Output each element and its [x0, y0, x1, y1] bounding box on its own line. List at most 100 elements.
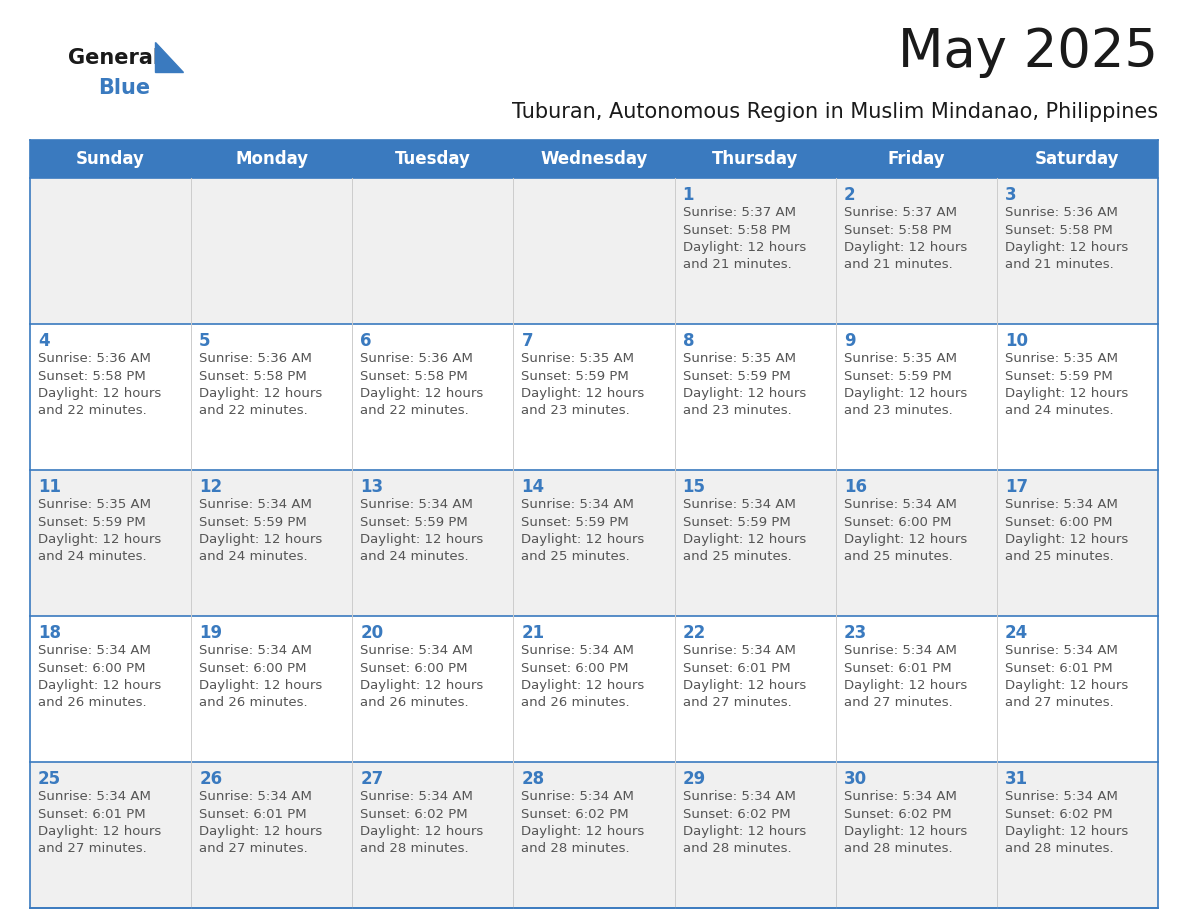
Text: 30: 30 [843, 770, 867, 788]
Text: Sunrise: 5:34 AM
Sunset: 6:01 PM
Daylight: 12 hours
and 27 minutes.: Sunrise: 5:34 AM Sunset: 6:01 PM Dayligh… [1005, 644, 1129, 710]
Text: Sunrise: 5:34 AM
Sunset: 6:02 PM
Daylight: 12 hours
and 28 minutes.: Sunrise: 5:34 AM Sunset: 6:02 PM Dayligh… [843, 790, 967, 856]
Text: 19: 19 [200, 624, 222, 642]
Bar [997, 324, 1158, 470]
Bar [191, 178, 353, 324]
Bar [997, 140, 1158, 178]
Text: 25: 25 [38, 770, 61, 788]
Text: Sunrise: 5:34 AM
Sunset: 6:00 PM
Daylight: 12 hours
and 26 minutes.: Sunrise: 5:34 AM Sunset: 6:00 PM Dayligh… [200, 644, 322, 710]
Text: Sunrise: 5:34 AM
Sunset: 5:59 PM
Daylight: 12 hours
and 24 minutes.: Sunrise: 5:34 AM Sunset: 5:59 PM Dayligh… [360, 498, 484, 564]
Text: Wednesday: Wednesday [541, 150, 647, 168]
Text: Sunrise: 5:34 AM
Sunset: 6:02 PM
Daylight: 12 hours
and 28 minutes.: Sunrise: 5:34 AM Sunset: 6:02 PM Dayligh… [360, 790, 484, 856]
Text: Blue: Blue [97, 78, 150, 98]
Text: Monday: Monday [235, 150, 308, 168]
Text: 6: 6 [360, 332, 372, 350]
Bar [835, 324, 997, 470]
Bar [513, 470, 675, 616]
Text: 17: 17 [1005, 478, 1028, 496]
Bar [835, 762, 997, 908]
Text: Sunrise: 5:36 AM
Sunset: 5:58 PM
Daylight: 12 hours
and 22 minutes.: Sunrise: 5:36 AM Sunset: 5:58 PM Dayligh… [38, 352, 162, 418]
Text: 10: 10 [1005, 332, 1028, 350]
Bar [191, 470, 353, 616]
Text: Sunrise: 5:35 AM
Sunset: 5:59 PM
Daylight: 12 hours
and 24 minutes.: Sunrise: 5:35 AM Sunset: 5:59 PM Dayligh… [1005, 352, 1129, 418]
Bar [513, 178, 675, 324]
Bar [353, 616, 513, 762]
Bar [675, 324, 835, 470]
Bar [835, 178, 997, 324]
Bar [997, 762, 1158, 908]
Text: May 2025: May 2025 [898, 26, 1158, 78]
Bar [675, 470, 835, 616]
Text: Sunrise: 5:35 AM
Sunset: 5:59 PM
Daylight: 12 hours
and 23 minutes.: Sunrise: 5:35 AM Sunset: 5:59 PM Dayligh… [522, 352, 645, 418]
Bar [30, 616, 191, 762]
Text: Sunrise: 5:34 AM
Sunset: 5:59 PM
Daylight: 12 hours
and 24 minutes.: Sunrise: 5:34 AM Sunset: 5:59 PM Dayligh… [200, 498, 322, 564]
Bar [191, 616, 353, 762]
Polygon shape [154, 42, 183, 72]
Text: 23: 23 [843, 624, 867, 642]
Text: Sunrise: 5:34 AM
Sunset: 5:59 PM
Daylight: 12 hours
and 25 minutes.: Sunrise: 5:34 AM Sunset: 5:59 PM Dayligh… [683, 498, 805, 564]
Text: 8: 8 [683, 332, 694, 350]
Text: 13: 13 [360, 478, 384, 496]
Bar [997, 470, 1158, 616]
Bar [513, 324, 675, 470]
Bar [353, 140, 513, 178]
Text: 21: 21 [522, 624, 544, 642]
Bar [30, 178, 191, 324]
Text: 9: 9 [843, 332, 855, 350]
Bar [353, 178, 513, 324]
Text: 3: 3 [1005, 186, 1017, 204]
Text: 24: 24 [1005, 624, 1028, 642]
Text: 18: 18 [38, 624, 61, 642]
Text: Tuburan, Autonomous Region in Muslim Mindanao, Philippines: Tuburan, Autonomous Region in Muslim Min… [512, 102, 1158, 122]
Bar [835, 616, 997, 762]
Bar [835, 470, 997, 616]
Text: Sunrise: 5:35 AM
Sunset: 5:59 PM
Daylight: 12 hours
and 23 minutes.: Sunrise: 5:35 AM Sunset: 5:59 PM Dayligh… [683, 352, 805, 418]
Text: Sunrise: 5:36 AM
Sunset: 5:58 PM
Daylight: 12 hours
and 22 minutes.: Sunrise: 5:36 AM Sunset: 5:58 PM Dayligh… [200, 352, 322, 418]
Text: Sunrise: 5:35 AM
Sunset: 5:59 PM
Daylight: 12 hours
and 24 minutes.: Sunrise: 5:35 AM Sunset: 5:59 PM Dayligh… [38, 498, 162, 564]
Bar [353, 762, 513, 908]
Text: 4: 4 [38, 332, 50, 350]
Bar [835, 140, 997, 178]
Text: Sunrise: 5:37 AM
Sunset: 5:58 PM
Daylight: 12 hours
and 21 minutes.: Sunrise: 5:37 AM Sunset: 5:58 PM Dayligh… [683, 206, 805, 272]
Bar [675, 140, 835, 178]
Text: Sunrise: 5:34 AM
Sunset: 6:02 PM
Daylight: 12 hours
and 28 minutes.: Sunrise: 5:34 AM Sunset: 6:02 PM Dayligh… [683, 790, 805, 856]
Text: Sunrise: 5:34 AM
Sunset: 6:01 PM
Daylight: 12 hours
and 27 minutes.: Sunrise: 5:34 AM Sunset: 6:01 PM Dayligh… [38, 790, 162, 856]
Text: Thursday: Thursday [712, 150, 798, 168]
Text: 16: 16 [843, 478, 867, 496]
Bar [675, 616, 835, 762]
Bar [30, 762, 191, 908]
Text: 28: 28 [522, 770, 544, 788]
Bar [997, 616, 1158, 762]
Text: 22: 22 [683, 624, 706, 642]
Text: General: General [68, 48, 160, 68]
Text: 27: 27 [360, 770, 384, 788]
Bar [997, 178, 1158, 324]
Text: 26: 26 [200, 770, 222, 788]
Text: Sunrise: 5:34 AM
Sunset: 6:00 PM
Daylight: 12 hours
and 25 minutes.: Sunrise: 5:34 AM Sunset: 6:00 PM Dayligh… [843, 498, 967, 564]
Text: Tuesday: Tuesday [394, 150, 470, 168]
Text: Sunrise: 5:35 AM
Sunset: 5:59 PM
Daylight: 12 hours
and 23 minutes.: Sunrise: 5:35 AM Sunset: 5:59 PM Dayligh… [843, 352, 967, 418]
Text: 20: 20 [360, 624, 384, 642]
Text: Sunrise: 5:34 AM
Sunset: 6:00 PM
Daylight: 12 hours
and 26 minutes.: Sunrise: 5:34 AM Sunset: 6:00 PM Dayligh… [522, 644, 645, 710]
Text: Sunrise: 5:34 AM
Sunset: 6:00 PM
Daylight: 12 hours
and 25 minutes.: Sunrise: 5:34 AM Sunset: 6:00 PM Dayligh… [1005, 498, 1129, 564]
Text: Sunrise: 5:34 AM
Sunset: 6:01 PM
Daylight: 12 hours
and 27 minutes.: Sunrise: 5:34 AM Sunset: 6:01 PM Dayligh… [843, 644, 967, 710]
Bar [30, 324, 191, 470]
Text: 14: 14 [522, 478, 544, 496]
Bar [30, 140, 191, 178]
Text: 1: 1 [683, 186, 694, 204]
Text: 15: 15 [683, 478, 706, 496]
Text: Sunrise: 5:34 AM
Sunset: 6:01 PM
Daylight: 12 hours
and 27 minutes.: Sunrise: 5:34 AM Sunset: 6:01 PM Dayligh… [200, 790, 322, 856]
Bar [513, 762, 675, 908]
Text: 12: 12 [200, 478, 222, 496]
Text: Sunday: Sunday [76, 150, 145, 168]
Text: Saturday: Saturday [1035, 150, 1119, 168]
Bar [513, 140, 675, 178]
Text: Sunrise: 5:34 AM
Sunset: 6:00 PM
Daylight: 12 hours
and 26 minutes.: Sunrise: 5:34 AM Sunset: 6:00 PM Dayligh… [360, 644, 484, 710]
Text: Sunrise: 5:37 AM
Sunset: 5:58 PM
Daylight: 12 hours
and 21 minutes.: Sunrise: 5:37 AM Sunset: 5:58 PM Dayligh… [843, 206, 967, 272]
Bar [675, 762, 835, 908]
Text: 29: 29 [683, 770, 706, 788]
Text: 5: 5 [200, 332, 210, 350]
Text: 2: 2 [843, 186, 855, 204]
Text: Sunrise: 5:34 AM
Sunset: 5:59 PM
Daylight: 12 hours
and 25 minutes.: Sunrise: 5:34 AM Sunset: 5:59 PM Dayligh… [522, 498, 645, 564]
Text: 7: 7 [522, 332, 533, 350]
Text: Sunrise: 5:34 AM
Sunset: 6:00 PM
Daylight: 12 hours
and 26 minutes.: Sunrise: 5:34 AM Sunset: 6:00 PM Dayligh… [38, 644, 162, 710]
